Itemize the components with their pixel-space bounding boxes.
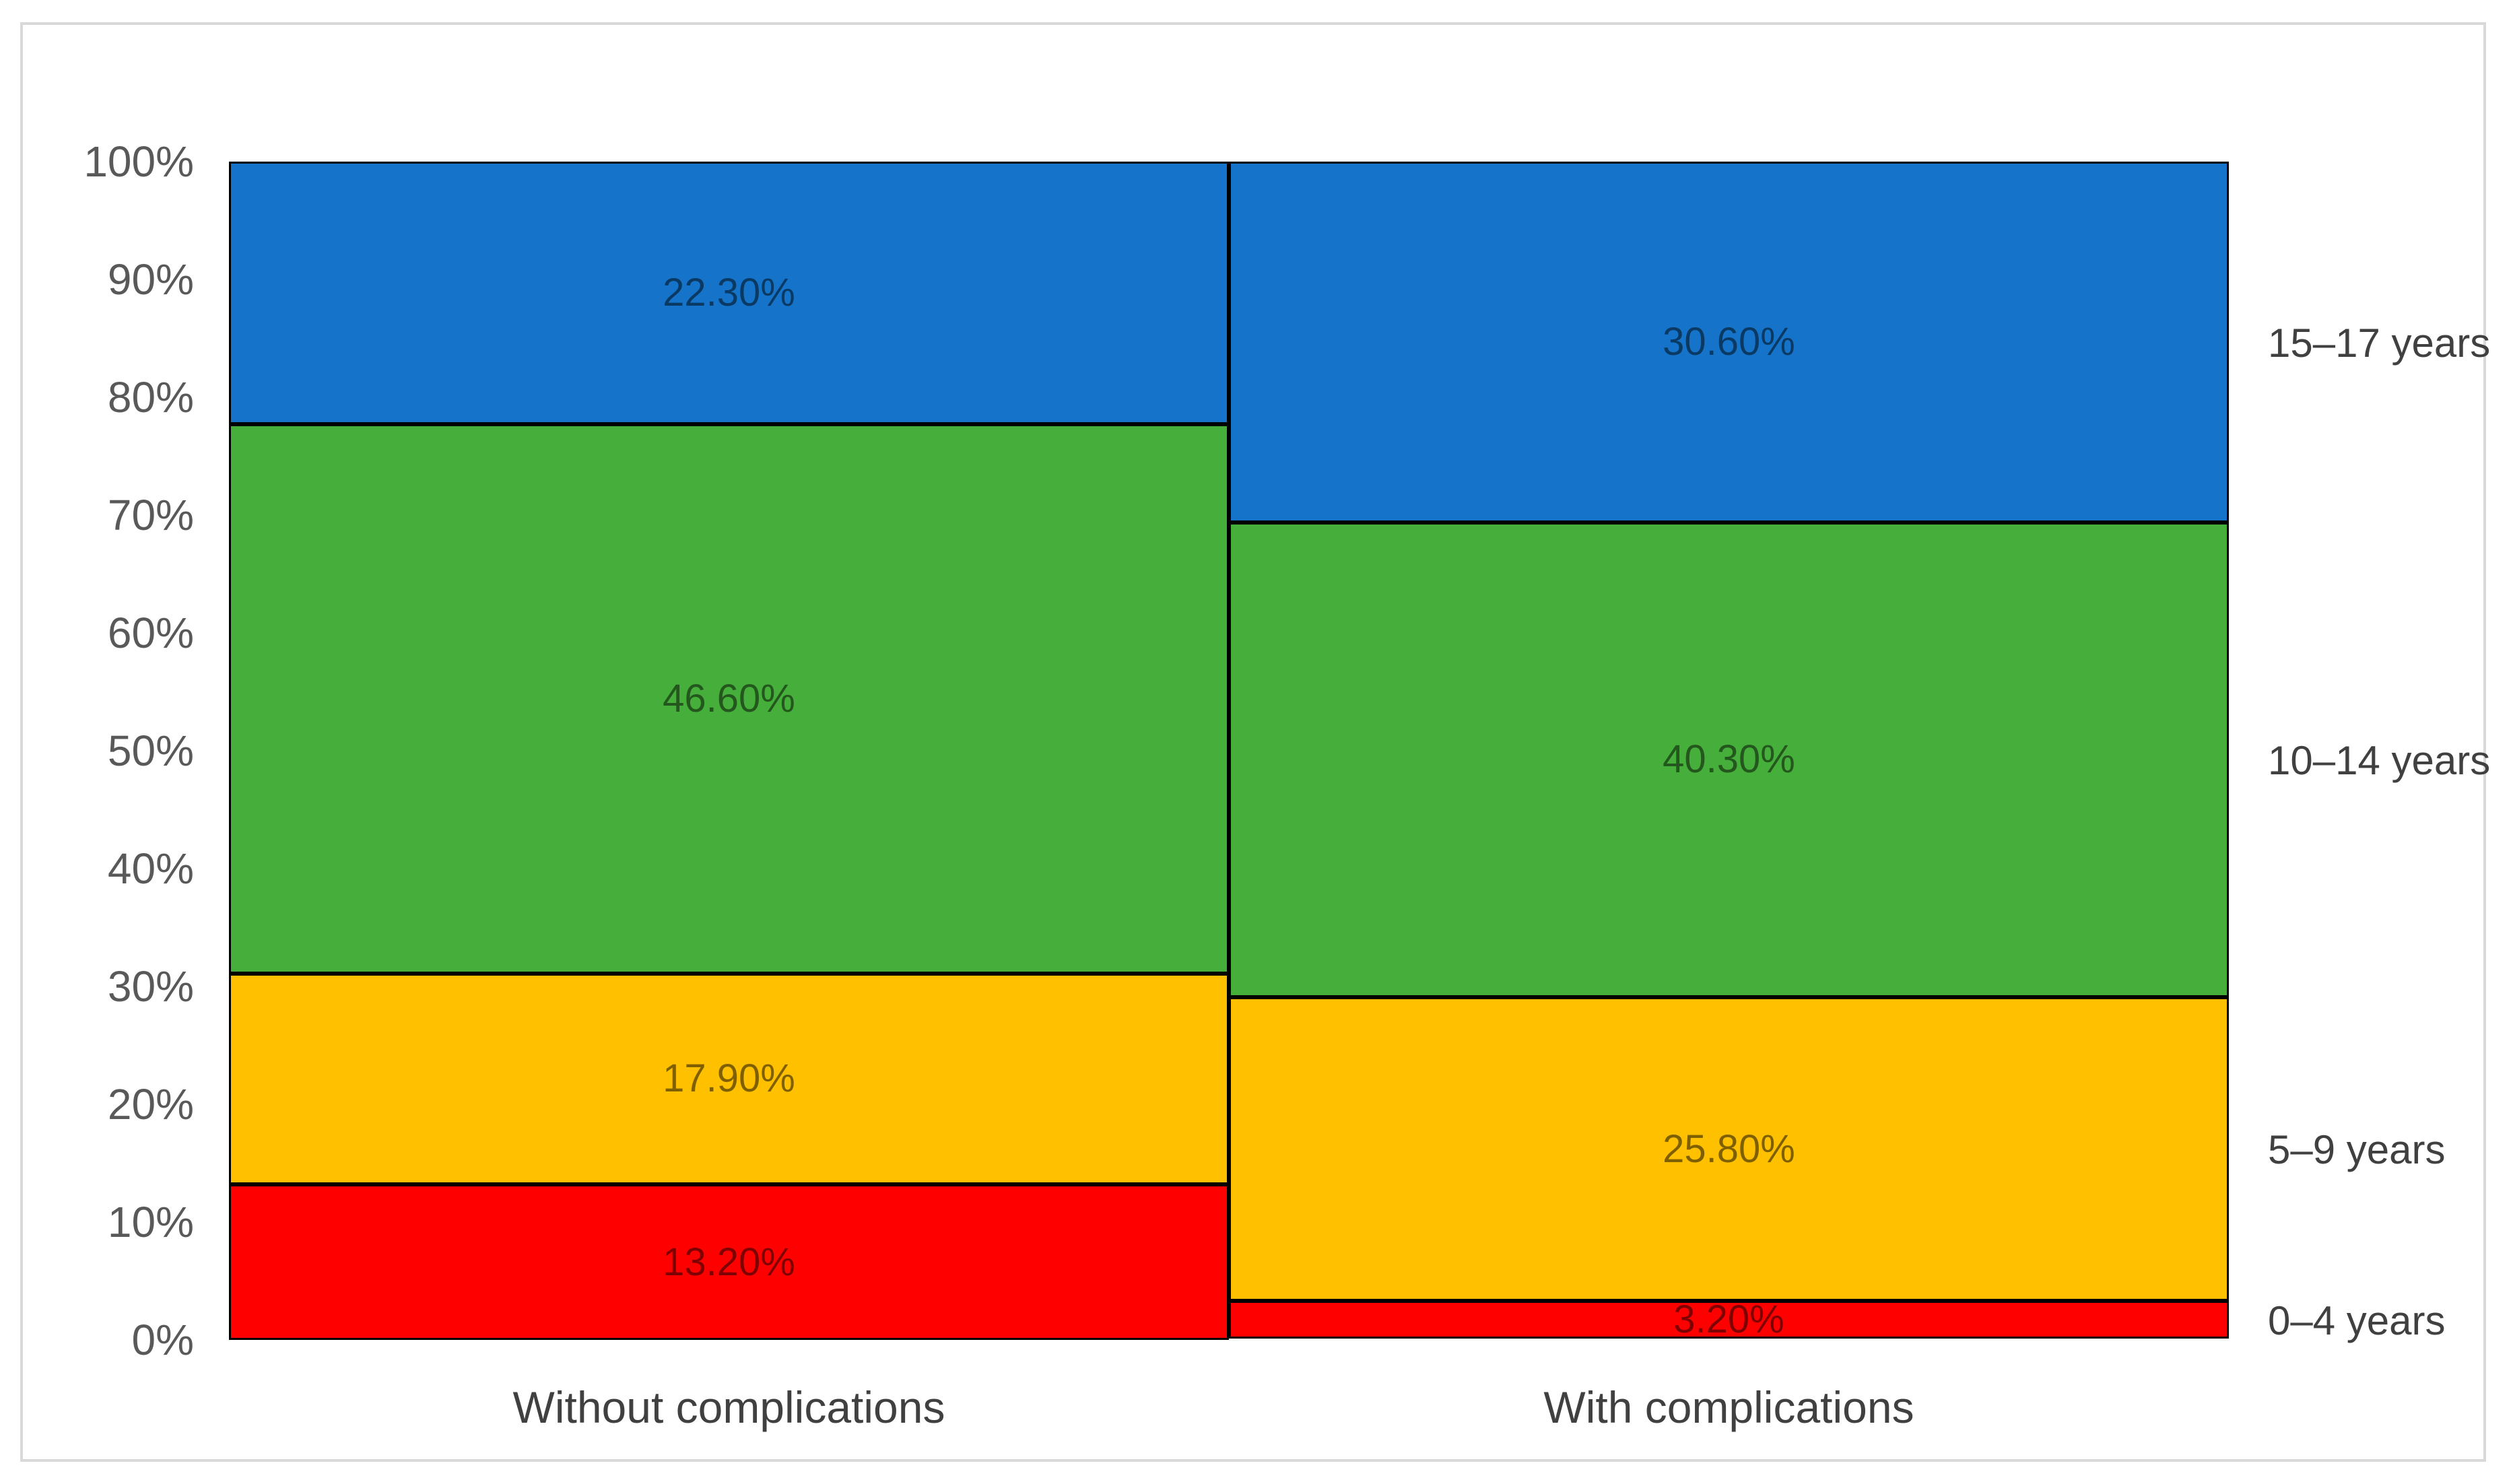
stacked-bar: 30.60% 40.30% 25.80% 3.20% bbox=[1229, 162, 2229, 1340]
data-label: 3.20% bbox=[1673, 1297, 1784, 1342]
series-label: 0–4 years bbox=[2268, 1298, 2446, 1343]
bar-segment: 17.90% bbox=[229, 973, 1229, 1184]
y-axis-tick-label: 80% bbox=[107, 373, 194, 421]
series-label: 10–14 years bbox=[2268, 737, 2491, 783]
data-label: 30.60% bbox=[1663, 319, 1795, 364]
bar-segment: 13.20% bbox=[229, 1184, 1229, 1340]
bar-segment: 22.30% bbox=[229, 162, 1229, 425]
data-label: 40.30% bbox=[1663, 737, 1795, 782]
bar-segment: 40.30% bbox=[1229, 522, 2229, 997]
y-axis-tick-label: 20% bbox=[107, 1080, 194, 1128]
y-axis-tick-label: 50% bbox=[107, 727, 194, 775]
y-axis-tick-label: 60% bbox=[107, 609, 194, 657]
series-label: 5–9 years bbox=[2268, 1127, 2446, 1173]
bar-segment: 25.80% bbox=[1229, 997, 2229, 1302]
x-axis-category-label: With complications bbox=[1543, 1382, 1914, 1432]
bar-segment: 30.60% bbox=[1229, 162, 2229, 522]
data-label: 22.30% bbox=[663, 271, 795, 315]
y-axis-tick-label: 90% bbox=[107, 255, 194, 304]
plot-area: 22.30% 46.60% 17.90% 13.20% 30.60% 40.30% 25.8… bbox=[229, 162, 2229, 1340]
y-axis-tick-label: 100% bbox=[83, 137, 194, 186]
data-label: 13.20% bbox=[663, 1240, 795, 1284]
y-axis-tick-label: 10% bbox=[107, 1198, 194, 1246]
y-axis-tick-label: 0% bbox=[131, 1316, 195, 1364]
y-axis-tick-label: 40% bbox=[107, 844, 194, 893]
bar-segment: 46.60% bbox=[229, 424, 1229, 974]
y-axis-tick-label: 70% bbox=[107, 491, 194, 539]
data-label: 17.90% bbox=[663, 1056, 795, 1101]
data-label: 46.60% bbox=[663, 677, 795, 720]
x-axis-category-label: Without complications bbox=[512, 1382, 945, 1432]
stacked-bar: 22.30% 46.60% 17.90% 13.20% bbox=[229, 162, 1229, 1340]
bar-segment: 3.20% bbox=[1229, 1297, 2229, 1342]
y-axis-tick-label: 30% bbox=[107, 962, 194, 1011]
data-label: 25.80% bbox=[1663, 1126, 1795, 1171]
series-label: 15–17 years bbox=[2268, 320, 2491, 366]
